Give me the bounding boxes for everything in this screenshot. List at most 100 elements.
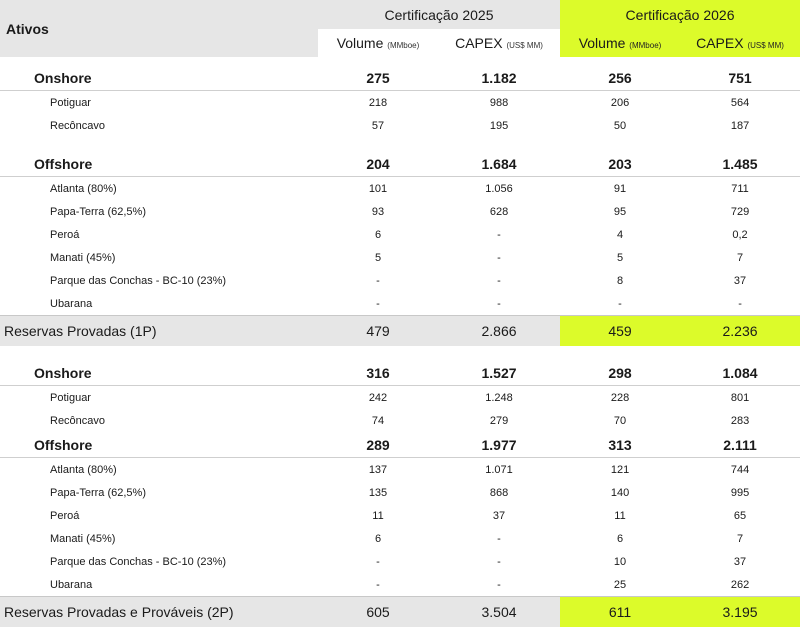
volume-2026: 459 bbox=[560, 316, 680, 347]
volume-2025: 11 bbox=[318, 504, 438, 527]
capex-unit: (US$ MM) bbox=[506, 41, 542, 50]
asset-name: Parque das Conchas - BC-10 (23%) bbox=[0, 269, 318, 292]
capex-2025: - bbox=[438, 269, 560, 292]
capex-2026: 283 bbox=[680, 409, 800, 432]
volume-2026: 228 bbox=[560, 386, 680, 410]
header-row-certification: Ativos Certificação 2025 Certificação 20… bbox=[0, 0, 800, 29]
group-row-onshore: Onshore 316 1.527 298 1.084 bbox=[0, 360, 800, 386]
volume-2026: 203 bbox=[560, 151, 680, 177]
capex-2025: 3.504 bbox=[438, 597, 560, 627]
table-row: Manati (45%) 5 - 5 7 bbox=[0, 246, 800, 269]
cert-2026-header: Certificação 2026 bbox=[560, 0, 800, 29]
group-name: Onshore bbox=[0, 360, 318, 386]
volume-2026: 11 bbox=[560, 504, 680, 527]
capex-2026: 751 bbox=[680, 65, 800, 91]
asset-name: Manati (45%) bbox=[0, 527, 318, 550]
capex-2026: 7 bbox=[680, 246, 800, 269]
volume-2025: 5 bbox=[318, 246, 438, 269]
table-row: Recôncavo 57 195 50 187 bbox=[0, 114, 800, 137]
table-row: Potiguar 218 988 206 564 bbox=[0, 91, 800, 115]
capex-2025: 2.866 bbox=[438, 316, 560, 347]
cert-2025-header: Certificação 2025 bbox=[318, 0, 560, 29]
asset-name: Peroá bbox=[0, 223, 318, 246]
volume-2026: 313 bbox=[560, 432, 680, 458]
total-row-2p: Reservas Provadas e Prováveis (2P) 605 3… bbox=[0, 597, 800, 627]
capex-2026: 801 bbox=[680, 386, 800, 410]
capex-2025: - bbox=[438, 292, 560, 316]
section-1p: Onshore 275 1.182 256 751 Potiguar 218 9… bbox=[0, 57, 800, 346]
volume-2025: 218 bbox=[318, 91, 438, 115]
volume-2026: 91 bbox=[560, 177, 680, 201]
volume-2025: 74 bbox=[318, 409, 438, 432]
table-row: Atlanta (80%) 137 1.071 121 744 bbox=[0, 458, 800, 482]
asset-name: Papa-Terra (62,5%) bbox=[0, 481, 318, 504]
capex-2026: 7 bbox=[680, 527, 800, 550]
capex-2026: 37 bbox=[680, 269, 800, 292]
volume-2026-header: Volume (MMboe) bbox=[560, 29, 680, 57]
volume-2026: 50 bbox=[560, 114, 680, 137]
volume-2025: 6 bbox=[318, 527, 438, 550]
capex-2025: 1.684 bbox=[438, 151, 560, 177]
capex-2025: - bbox=[438, 246, 560, 269]
volume-2026: 206 bbox=[560, 91, 680, 115]
capex-2025: 1.056 bbox=[438, 177, 560, 201]
capex-2026: 3.195 bbox=[680, 597, 800, 627]
volume-2025: 101 bbox=[318, 177, 438, 201]
capex-2026: 2.111 bbox=[680, 432, 800, 458]
asset-name: Atlanta (80%) bbox=[0, 458, 318, 482]
capex-unit: (US$ MM) bbox=[747, 41, 783, 50]
asset-name: Ubarana bbox=[0, 573, 318, 597]
ativos-header: Ativos bbox=[0, 0, 318, 57]
asset-name: Ubarana bbox=[0, 292, 318, 316]
volume-2025: 242 bbox=[318, 386, 438, 410]
volume-2026: 256 bbox=[560, 65, 680, 91]
volume-2026: 25 bbox=[560, 573, 680, 597]
table-row: Manati (45%) 6 - 6 7 bbox=[0, 527, 800, 550]
table-row: Atlanta (80%) 101 1.056 91 711 bbox=[0, 177, 800, 201]
asset-name: Peroá bbox=[0, 504, 318, 527]
group-name: Offshore bbox=[0, 151, 318, 177]
capex-2026: 729 bbox=[680, 200, 800, 223]
table-row: Peroá 6 - 4 0,2 bbox=[0, 223, 800, 246]
group-name: Onshore bbox=[0, 65, 318, 91]
total-name: Reservas Provadas (1P) bbox=[0, 316, 318, 347]
capex-2026: 262 bbox=[680, 573, 800, 597]
volume-2025: 605 bbox=[318, 597, 438, 627]
group-row-offshore: Offshore 289 1.977 313 2.111 bbox=[0, 432, 800, 458]
capex-2025: - bbox=[438, 527, 560, 550]
capex-2025: 1.071 bbox=[438, 458, 560, 482]
volume-2025: 6 bbox=[318, 223, 438, 246]
table-row: Papa-Terra (62,5%) 135 868 140 995 bbox=[0, 481, 800, 504]
asset-name: Parque das Conchas - BC-10 (23%) bbox=[0, 550, 318, 573]
capex-2026: 995 bbox=[680, 481, 800, 504]
capex-2026: 711 bbox=[680, 177, 800, 201]
capex-2025-header: CAPEX (US$ MM) bbox=[438, 29, 560, 57]
table-row: Recôncavo 74 279 70 283 bbox=[0, 409, 800, 432]
section-2p: Onshore 316 1.527 298 1.084 Potiguar 242… bbox=[0, 346, 800, 627]
volume-unit: (MMboe) bbox=[387, 41, 419, 50]
volume-2025: 316 bbox=[318, 360, 438, 386]
group-row-offshore: Offshore 204 1.684 203 1.485 bbox=[0, 151, 800, 177]
volume-2025: 57 bbox=[318, 114, 438, 137]
capex-2025: - bbox=[438, 223, 560, 246]
volume-2025: - bbox=[318, 269, 438, 292]
volume-2026: 298 bbox=[560, 360, 680, 386]
capex-2026: 0,2 bbox=[680, 223, 800, 246]
capex-2026: 1.084 bbox=[680, 360, 800, 386]
volume-2026: 10 bbox=[560, 550, 680, 573]
volume-2026: 6 bbox=[560, 527, 680, 550]
asset-name: Manati (45%) bbox=[0, 246, 318, 269]
volume-2026: 140 bbox=[560, 481, 680, 504]
volume-2026: 70 bbox=[560, 409, 680, 432]
capex-2026: 187 bbox=[680, 114, 800, 137]
capex-2025: 1.248 bbox=[438, 386, 560, 410]
capex-label: CAPEX bbox=[455, 35, 502, 51]
volume-2025: 137 bbox=[318, 458, 438, 482]
volume-2026: 611 bbox=[560, 597, 680, 627]
group-row-onshore: Onshore 275 1.182 256 751 bbox=[0, 65, 800, 91]
volume-2025: 289 bbox=[318, 432, 438, 458]
volume-2025: 479 bbox=[318, 316, 438, 347]
volume-2025: 93 bbox=[318, 200, 438, 223]
group-name: Offshore bbox=[0, 432, 318, 458]
capex-2025: 628 bbox=[438, 200, 560, 223]
